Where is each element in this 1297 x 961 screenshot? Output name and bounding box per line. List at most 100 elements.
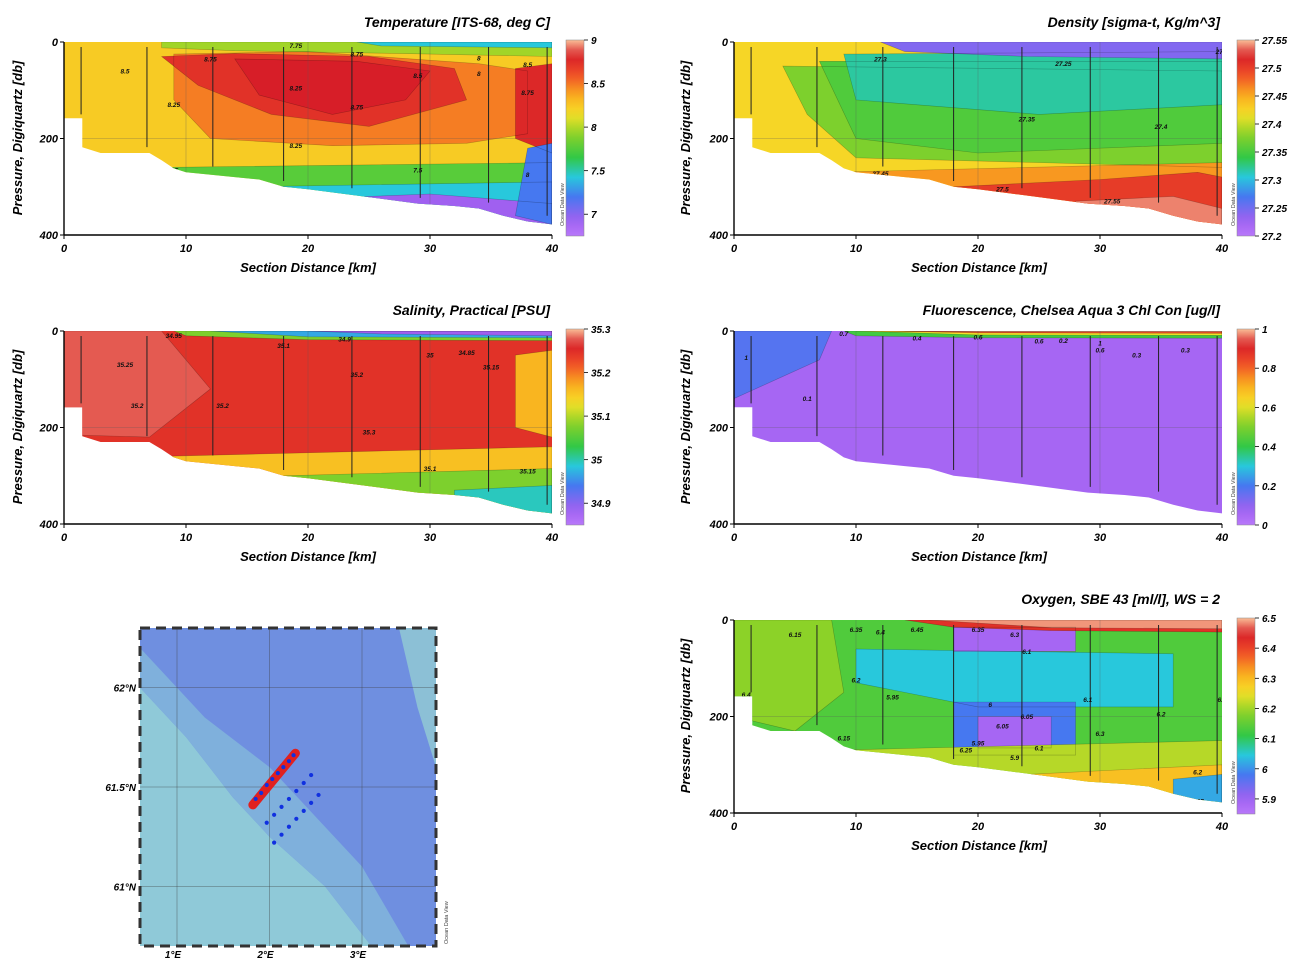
map-lat-label: 62°N: [114, 684, 137, 695]
colorbar: [1236, 39, 1256, 237]
contour-label: 0.6: [1095, 348, 1104, 355]
contour-label: 27.35: [1018, 117, 1036, 124]
contour-label: 35.15: [519, 468, 536, 475]
section-plot: 0.70.4 0.60.60.60.20.30.310.110 10 20 30 4002…: [709, 325, 1277, 544]
colorbar-tick-label: 6.4: [1262, 644, 1276, 655]
panel-fluorescence: Fluorescence, Chelsea Aqua 3 Chl Con [ug…: [678, 302, 1237, 564]
plot-area: 0.7 0.4 0.6 0.6 0.6 0.2 0.3 0.3 1 0.1 1: [734, 331, 1222, 514]
x-tick-label: 10: [180, 243, 193, 255]
station-point: [272, 812, 277, 817]
color-layer: [904, 331, 1222, 332]
contour-label: 6: [988, 702, 992, 709]
color-layer: [734, 620, 844, 731]
x-tick-label: 30: [424, 243, 437, 255]
x-tick-label: 20: [301, 532, 315, 544]
colorbar-tick-label: 9: [591, 36, 597, 47]
station-point: [279, 832, 284, 837]
contour-label: 5.9: [1010, 755, 1019, 762]
station-point: [270, 776, 275, 782]
plot-area: 8.5 8.75 7.75 8.25 8.25 8.75 8.75 8.5 8 7.5 8.5 8.7…: [64, 42, 552, 225]
colorbar: [1236, 617, 1256, 815]
section-plot: 6.15 6.35 6.4 6.45 6.35 6.3 6.1 6.2 6.4 5.95 6 6.05…: [709, 614, 1277, 833]
contour-label: 0.7: [839, 331, 848, 338]
y-tick-label: 200: [39, 423, 59, 435]
colorbar-tick-label: 27.5: [1261, 64, 1282, 75]
contour-line: [307, 193, 552, 225]
y-tick-label: 200: [39, 134, 59, 146]
colorbar-tick-label: 27.35: [1261, 148, 1287, 159]
contour-label: 27.3: [873, 56, 887, 63]
colorbar-tick-label: 6: [1262, 765, 1268, 776]
colorbar-tick-label: 8: [591, 123, 597, 134]
map-frame: [138, 626, 438, 948]
colorbar-tick-label: 1: [1262, 325, 1268, 336]
x-tick-label: 40: [1215, 532, 1229, 544]
plot-area: 27.3 27.25 27.35 27.4 27.45 27.5 27.55 27.2: [734, 42, 1229, 225]
contour-label: 7.5: [169, 167, 178, 174]
contour-line: [855, 648, 1174, 708]
x-tick-label: 0: [731, 243, 738, 255]
contour-label: 0.6: [973, 335, 982, 342]
color-layer: [856, 649, 1174, 707]
contour-label: 0.1: [803, 396, 812, 403]
colorbar-tick-label: 8.5: [591, 80, 605, 91]
contour-line: [977, 716, 1052, 749]
contour-label: 8.25: [167, 102, 180, 109]
contour-label: 7.5: [413, 167, 422, 174]
station-point: [301, 808, 306, 813]
x-tick-label: 30: [1094, 821, 1107, 833]
contour-label: 8.25: [289, 143, 302, 150]
colorbar-tick-label: 27.3: [1261, 176, 1282, 187]
contour-label: 6.15: [789, 632, 802, 639]
y-axis-label: Pressure, Digiquartz [db]: [10, 349, 25, 504]
color-layer: [515, 143, 552, 225]
contour-label: 35.2: [216, 403, 229, 410]
y-tick-label: 200: [709, 712, 729, 724]
contour-line: [64, 331, 211, 438]
contour-line: [904, 620, 1222, 633]
contour-label: 8.75: [204, 56, 217, 63]
color-layer: [843, 51, 1222, 115]
y-tick-label: 400: [709, 230, 729, 242]
watermark: Ocean Data View: [1231, 183, 1237, 226]
panel-map: Ocean Data View: [444, 901, 450, 944]
contour-line: [515, 63, 552, 154]
contour-line: [160, 53, 468, 127]
contour-line: [173, 331, 552, 341]
color-layer: [515, 63, 552, 154]
contour-label: 8.75: [521, 90, 534, 97]
y-tick-label: 0: [52, 37, 59, 49]
contour-line: [515, 349, 552, 438]
contour-label: 35.2: [131, 403, 144, 410]
station-point: [294, 788, 299, 794]
x-tick-label: 0: [61, 243, 68, 255]
panel-density: Density [sigma-t, Kg/m^3] Pressure, Digi…: [678, 14, 1237, 275]
y-tick-label: 200: [709, 134, 729, 146]
section-plot: 34.95 35.1 34.9 35 34.85 35.15 35.2 35.25 35.2 35…: [39, 325, 611, 544]
contour-label: 0.2: [1059, 338, 1068, 345]
contour-line: [734, 620, 845, 732]
map-slope: [140, 647, 409, 946]
contour-label: 35.3: [363, 430, 376, 437]
contour-label: 35.1: [424, 466, 437, 473]
station-point: [286, 824, 292, 829]
color-layer: [1173, 774, 1222, 803]
color-layer: [978, 716, 1052, 748]
watermark: Ocean Data View: [444, 901, 450, 944]
color-layer: [64, 331, 211, 438]
contour-label: 6.1: [1022, 649, 1031, 656]
colorbar: [565, 328, 585, 526]
contour-label: 6.05: [1020, 714, 1033, 721]
colorbar-tick-label: 27.55: [1261, 36, 1287, 47]
colorbar-tick-label: 0.2: [1262, 482, 1276, 493]
contour-label: 6.4: [742, 692, 751, 699]
x-tick-label: 20: [971, 243, 985, 255]
x-tick-label: 0: [61, 532, 68, 544]
panel-temperature: Temperature [ITS-68, deg C] Pressure, Di…: [10, 14, 566, 275]
contour-label: 6.05: [996, 724, 1009, 731]
contour-label: 27.2: [1215, 49, 1229, 56]
contour-line: [173, 51, 528, 147]
panel-title: Density [sigma-t, Kg/m^3]: [1048, 14, 1222, 30]
color-layer: [356, 42, 552, 48]
